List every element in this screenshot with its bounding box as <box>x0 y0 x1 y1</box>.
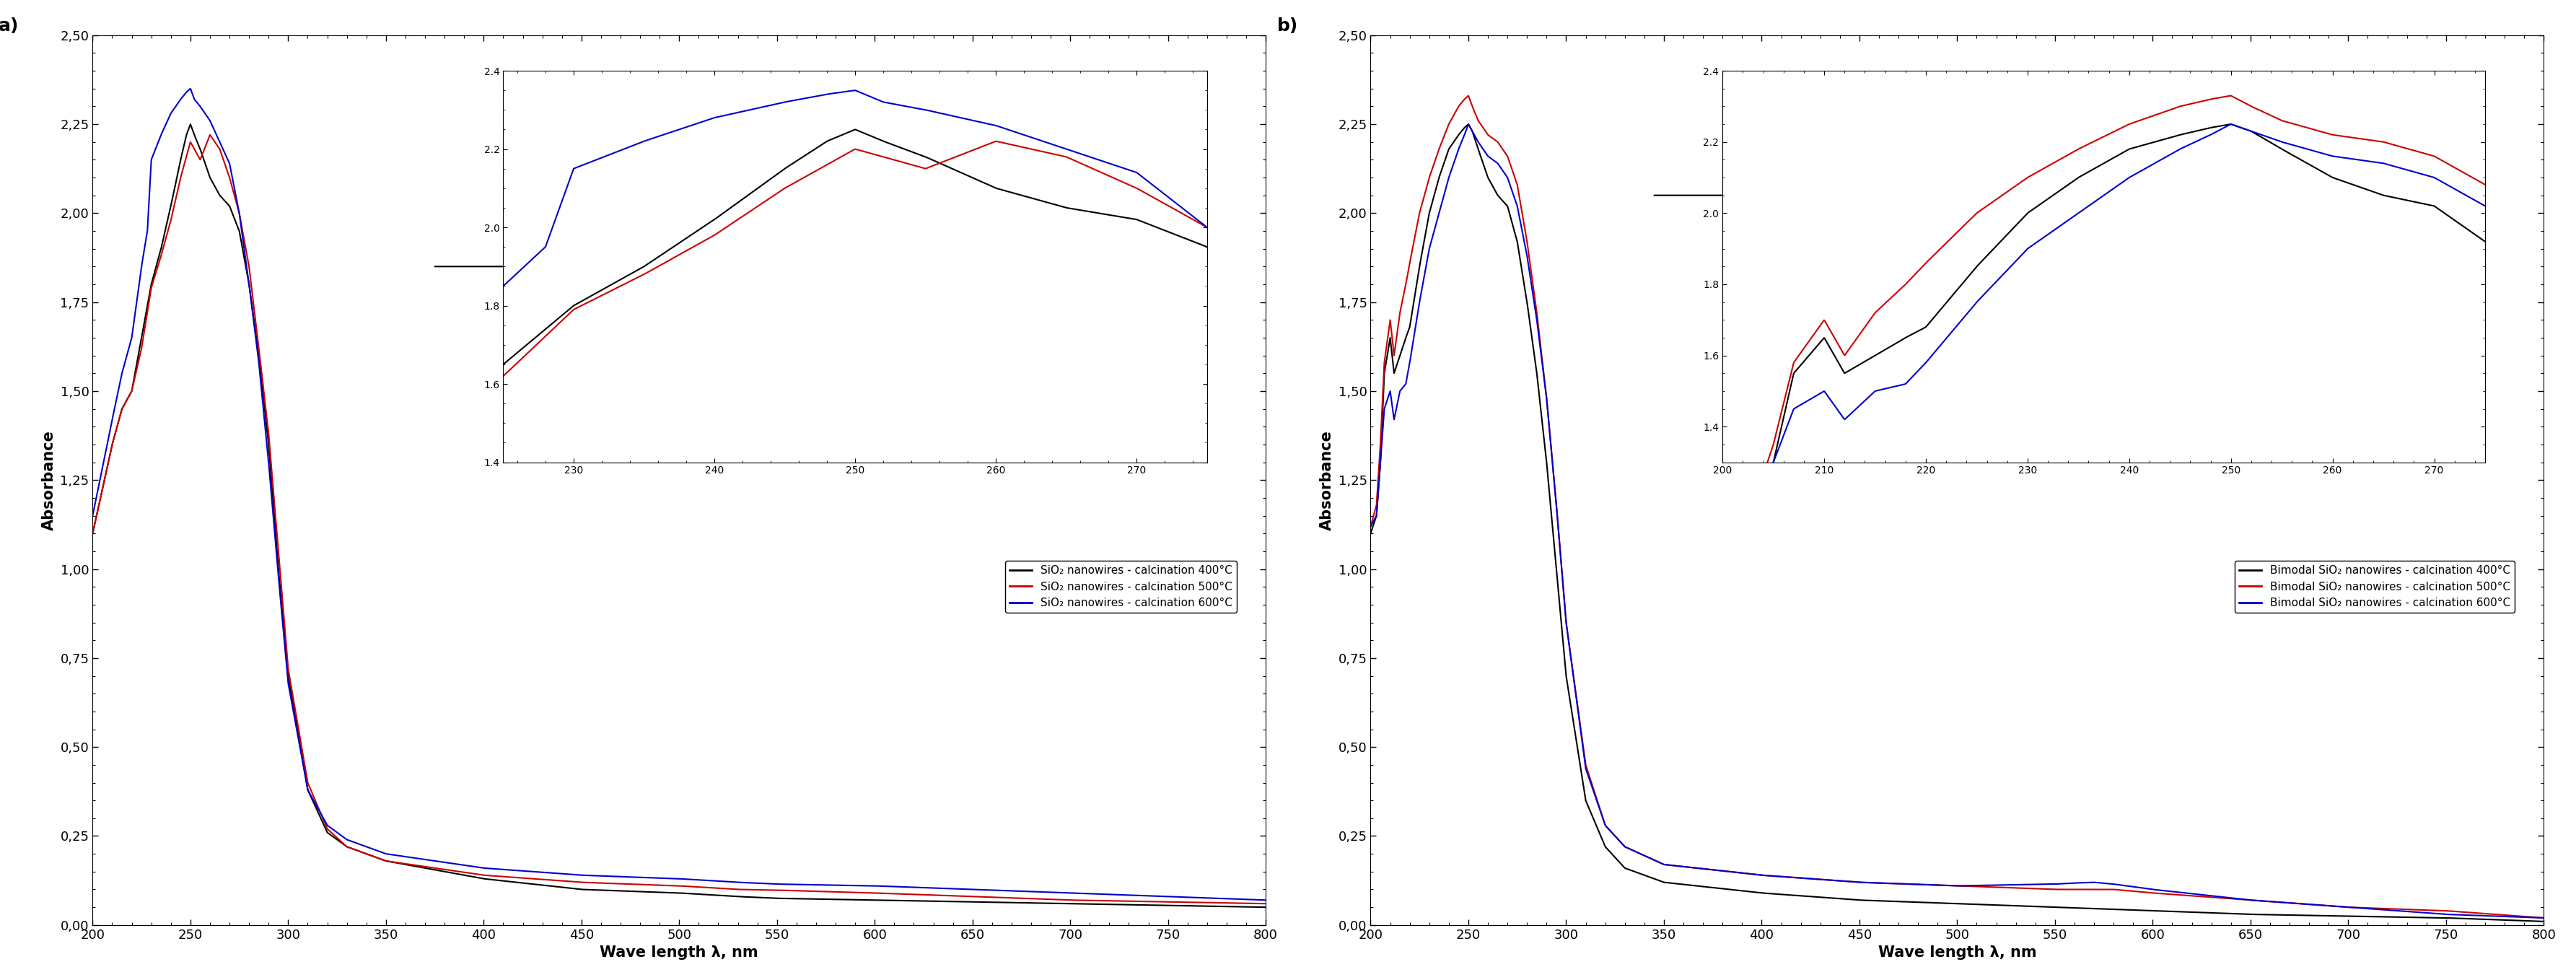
Text: b): b) <box>1278 18 1298 34</box>
Y-axis label: Absorbance: Absorbance <box>1319 430 1334 530</box>
X-axis label: Wave length λ, nm: Wave length λ, nm <box>1878 946 2038 960</box>
Legend: Bimodal SiO₂ nanowires - calcination 400°C, Bimodal SiO₂ nanowires - calcination: Bimodal SiO₂ nanowires - calcination 400… <box>2236 561 2514 613</box>
Legend: SiO₂ nanowires - calcination 400°C, SiO₂ nanowires - calcination 500°C, SiO₂ nan: SiO₂ nanowires - calcination 400°C, SiO₂… <box>1005 561 1236 613</box>
Y-axis label: Absorbance: Absorbance <box>41 430 57 530</box>
Text: a): a) <box>0 18 18 34</box>
X-axis label: Wave length λ, nm: Wave length λ, nm <box>600 946 757 960</box>
